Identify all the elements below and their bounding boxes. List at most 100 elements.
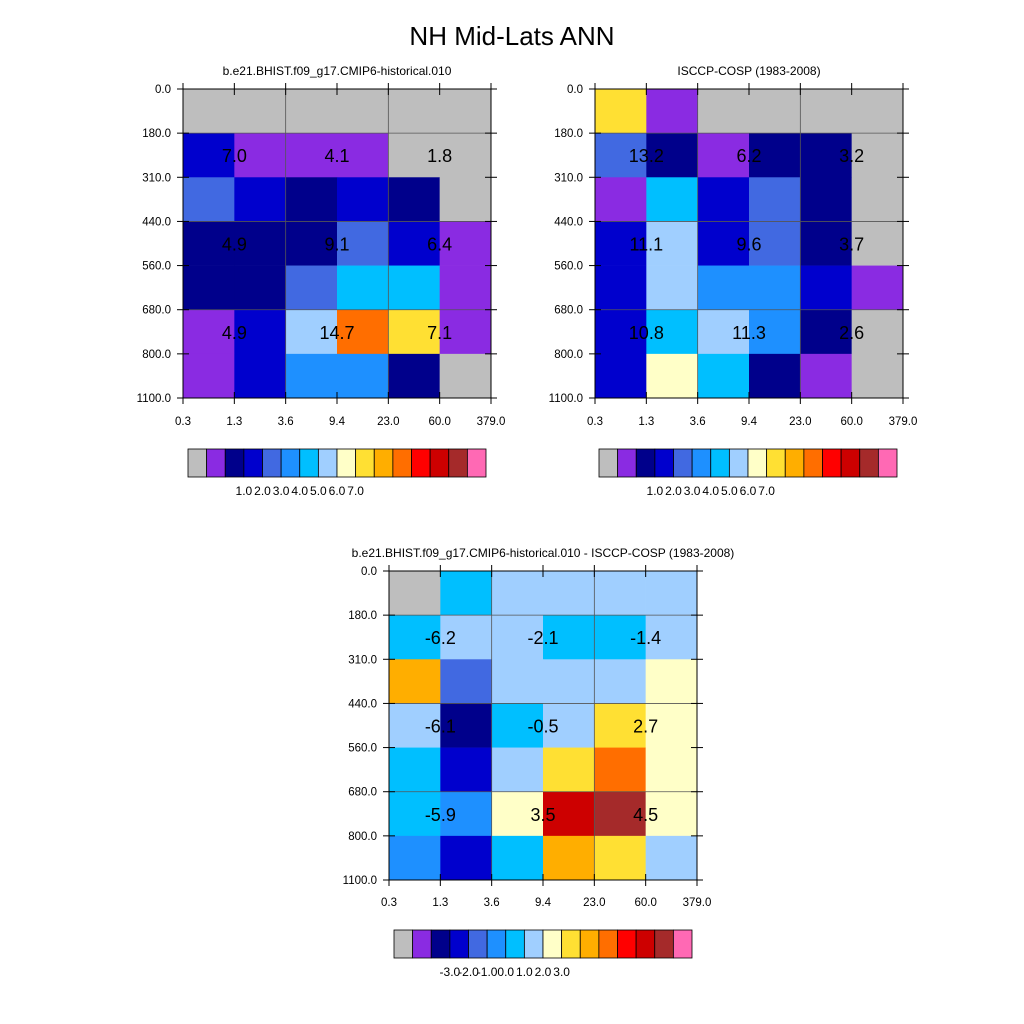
colorbar-swatch [710, 448, 730, 478]
heatmap-cell [234, 89, 286, 134]
colorbar-label: 3.0 [684, 484, 701, 498]
heatmap-cell [183, 221, 235, 266]
heatmap-cell [543, 615, 595, 660]
colorbar-label: 6.0 [329, 484, 346, 498]
heatmap-cell [389, 747, 441, 793]
y-tick-label: 680.0 [348, 787, 377, 799]
heatmap-cell [595, 177, 647, 222]
colorbar: 1.0 2.0 3.0 4.0 5.0 6.0 7.0 [187, 448, 487, 498]
y-tick-label: 800.0 [554, 349, 583, 361]
heatmap-cell [543, 571, 595, 616]
y-tick-label: 800.0 [142, 349, 171, 361]
colorbar-swatch [617, 929, 637, 959]
heatmap-cell [491, 791, 544, 837]
colorbar-swatch [429, 448, 450, 478]
panel-1: b.e21.BHIST.f09_g17.CMIP6-historical.010… [137, 64, 506, 498]
heatmap-cell [337, 265, 389, 311]
cell-value-label: 7.0 [222, 146, 247, 166]
colorbar-label: 3.0 [273, 484, 290, 498]
heatmap-cell [234, 177, 286, 222]
heatmap-cell [595, 133, 647, 178]
heatmap-cell [800, 177, 852, 222]
colorbar-swatch [299, 448, 319, 478]
heatmap-cell [183, 265, 235, 311]
y-tick-label: 0.0 [361, 566, 377, 578]
heatmap-cell [285, 89, 338, 134]
heatmap-cell [234, 309, 286, 355]
heatmap-cell [800, 265, 852, 311]
heatmap-cell [697, 133, 750, 178]
colorbar-swatch [635, 929, 656, 959]
heatmap-cell [388, 353, 440, 399]
heatmap-cell [645, 835, 698, 881]
cell-value-label: -6.2 [425, 628, 456, 648]
x-tick-label: 379.0 [889, 416, 918, 428]
y-tick-label: 180.0 [142, 128, 171, 140]
heatmap-cell [337, 221, 389, 266]
heatmap-cell [594, 747, 646, 793]
heatmap-cell [697, 265, 750, 311]
heatmap-cell [851, 309, 904, 355]
colorbar-swatch [206, 448, 226, 478]
colorbar-label: 2.0 [254, 484, 271, 498]
heatmap-cell [697, 177, 750, 222]
colorbar-swatch [673, 448, 693, 478]
cell-value-label: 2.7 [633, 717, 658, 737]
colorbar-label: 0.0 [497, 965, 514, 979]
heatmap-cell [543, 747, 595, 793]
colorbar-swatch [505, 929, 525, 959]
y-tick-label: 310.0 [142, 172, 171, 184]
heatmap-cell [440, 791, 492, 837]
heatmap-cell [285, 221, 338, 266]
heatmap-cell [440, 615, 492, 660]
x-tick-label: 23.0 [377, 416, 399, 428]
panel-2: ISCCP-COSP (1983-2008) 0.0 180.0 310.0 440.0… [549, 64, 918, 498]
colorbar-swatch [448, 448, 468, 478]
cell-value-label: -6.1 [425, 717, 456, 737]
heatmap-cell [594, 659, 646, 704]
heatmap-cell [491, 571, 544, 616]
x-tick-label: 9.4 [741, 416, 758, 428]
heatmap-cell [697, 353, 750, 399]
colorbar-swatch [654, 448, 674, 478]
cell-value-label: 9.6 [736, 235, 761, 255]
heatmap-cell [337, 177, 389, 222]
heatmap-cell [337, 309, 389, 355]
cell-value-label: 3.7 [839, 235, 864, 255]
heatmap-cell [439, 89, 492, 134]
colorbar-swatch [635, 448, 656, 478]
heatmap-cell [440, 571, 492, 616]
heatmap-cell [439, 221, 492, 266]
y-tick-label: 680.0 [142, 305, 171, 317]
heatmap-cell [594, 615, 646, 660]
colorbar-swatch [691, 448, 712, 478]
cell-value-label: 10.8 [629, 323, 664, 343]
heatmap-cell [389, 571, 441, 616]
heatmap-cell [697, 89, 750, 134]
cell-value-label: 11.3 [732, 323, 766, 343]
x-tick-label: 23.0 [789, 416, 811, 428]
heatmap-cell [646, 177, 698, 222]
colorbar-swatch [187, 448, 208, 478]
y-tick-label: 180.0 [554, 128, 583, 140]
heatmap-cell [440, 835, 492, 881]
heatmap-cell [491, 835, 544, 881]
cell-value-label: 4.9 [222, 323, 247, 343]
colorbar-label: 7.0 [758, 484, 775, 498]
heatmap-cell [389, 703, 441, 748]
cell-value-label: 7.1 [427, 323, 452, 343]
heatmap-cell [851, 221, 904, 266]
heatmap-cell [543, 703, 595, 748]
heatmap-cell [234, 353, 286, 399]
y-tick-label: 180.0 [348, 610, 377, 622]
panel-3: b.e21.BHIST.f09_g17.CMIP6-historical.010… [343, 546, 735, 979]
heatmap-cell [749, 265, 801, 311]
heatmap-cell [183, 133, 235, 178]
heatmap-cell [646, 309, 698, 355]
colorbar-label: 1.0 [647, 484, 664, 498]
heatmap-cell [645, 659, 698, 704]
heatmap-cell [389, 615, 441, 660]
heatmap-cell [285, 353, 338, 399]
heatmap-cell [800, 221, 852, 266]
cell-value-label: -1.4 [630, 628, 661, 648]
